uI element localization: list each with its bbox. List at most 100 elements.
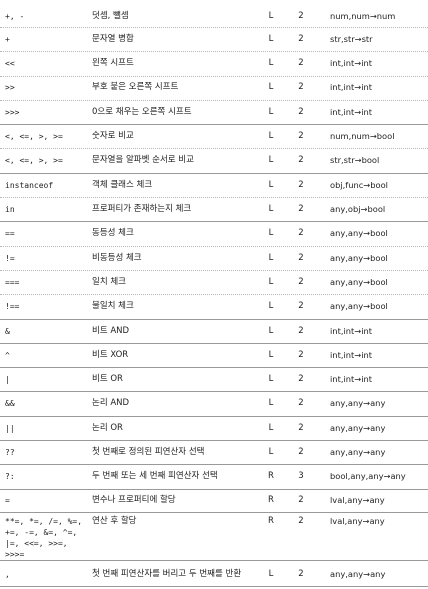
operator-cell: >>	[5, 83, 15, 92]
types-cell: int,int→int	[330, 82, 373, 92]
associativity-cell: L	[268, 204, 274, 214]
operand-count-cell: 2	[298, 398, 304, 408]
description-cell: 비트 XOR	[92, 350, 129, 360]
associativity-cell: L	[268, 326, 274, 336]
associativity-cell: L	[268, 180, 274, 190]
types-cell: any,any→bool	[330, 228, 388, 238]
associativity-cell: L	[268, 82, 274, 92]
associativity-cell: L	[268, 350, 274, 360]
types-cell: int,int→int	[330, 350, 373, 360]
row-divider	[0, 512, 428, 513]
types-cell: num,num→bool	[330, 131, 395, 141]
operand-count-cell: 3	[298, 471, 304, 481]
types-cell: int,int→int	[330, 58, 373, 68]
description-cell: 논리 AND	[92, 398, 130, 408]
operand-count-cell: 2	[298, 253, 304, 263]
operand-count-cell: 2	[298, 569, 304, 579]
row-divider	[0, 76, 428, 77]
row-divider	[0, 343, 428, 344]
operand-count-cell: 2	[298, 301, 304, 311]
types-cell: lval,any→any	[330, 516, 385, 526]
types-cell: obj,func→bool	[330, 180, 388, 190]
description-cell: 동등성 체크	[92, 228, 134, 238]
row-divider	[0, 270, 428, 271]
operator-cell: |	[5, 375, 10, 384]
row-divider	[0, 391, 428, 392]
operand-count-cell: 2	[298, 326, 304, 336]
operand-count-cell: 2	[298, 107, 304, 117]
row-divider	[0, 416, 428, 417]
types-cell: str,str→bool	[330, 155, 380, 165]
operand-count-cell: 2	[298, 180, 304, 190]
operand-count-cell: 2	[298, 204, 304, 214]
types-cell: int,int→int	[330, 107, 373, 117]
description-cell: 비트 OR	[92, 374, 123, 384]
row-divider	[0, 440, 428, 441]
associativity-cell: L	[268, 34, 274, 44]
associativity-cell: L	[268, 228, 274, 238]
row-divider	[0, 246, 428, 247]
types-cell: any,any→any	[330, 398, 386, 408]
row-divider	[0, 100, 428, 101]
types-cell: any,obj→bool	[330, 204, 386, 214]
operand-count-cell: 2	[298, 131, 304, 141]
description-cell: 숫자로 비교	[92, 131, 134, 141]
operator-cell: in	[5, 205, 15, 214]
description-cell: 비트 AND	[92, 326, 130, 336]
row-divider	[0, 319, 428, 320]
operator-cell: ?:	[5, 472, 15, 481]
operator-cell: ||	[5, 424, 15, 433]
row-divider	[0, 27, 428, 28]
operator-cell: >>>	[5, 108, 20, 117]
associativity-cell: R	[268, 495, 274, 505]
operand-count-cell: 2	[298, 374, 304, 384]
description-cell: 문자열을 알파벳 순서로 비교	[92, 155, 194, 165]
associativity-cell: L	[268, 569, 274, 579]
operator-cell: <, <=, >, >=	[5, 132, 63, 141]
row-divider	[0, 464, 428, 465]
operator-cell: &	[5, 327, 10, 336]
description-cell: 연산 후 할당	[92, 516, 137, 526]
description-cell: 왼쪽 시프트	[92, 58, 134, 68]
operand-count-cell: 2	[298, 228, 304, 238]
operator-cell: ===	[5, 278, 20, 287]
types-cell: int,int→int	[330, 374, 373, 384]
associativity-cell: L	[268, 374, 274, 384]
operator-cell: +	[5, 35, 10, 44]
operand-count-cell: 2	[298, 447, 304, 457]
associativity-cell: L	[268, 58, 274, 68]
types-cell: any,any→any	[330, 423, 386, 433]
associativity-cell: L	[268, 423, 274, 433]
row-divider	[0, 197, 428, 198]
description-cell: 0으로 채우는 오른쪽 시프트	[92, 107, 192, 117]
description-cell: 논리 OR	[92, 423, 123, 433]
operand-count-cell: 2	[298, 155, 304, 165]
associativity-cell: L	[268, 11, 274, 21]
row-divider	[0, 586, 428, 587]
types-cell: int,int→int	[330, 326, 373, 336]
associativity-cell: L	[268, 253, 274, 263]
associativity-cell: L	[268, 107, 274, 117]
row-divider	[0, 560, 428, 561]
row-divider	[0, 124, 428, 125]
operand-count-cell: 2	[298, 277, 304, 287]
associativity-cell: L	[268, 131, 274, 141]
associativity-cell: L	[268, 447, 274, 457]
associativity-cell: L	[268, 301, 274, 311]
row-divider	[0, 148, 428, 149]
description-cell: 두 번째 또는 세 번째 피연산자 선택	[92, 471, 218, 481]
description-cell: 비동등성 체크	[92, 253, 142, 263]
associativity-cell: L	[268, 277, 274, 287]
description-cell: 변수나 프로퍼티에 할당	[92, 495, 176, 505]
associativity-cell: L	[268, 155, 274, 165]
operand-count-cell: 2	[298, 423, 304, 433]
operator-cell: ^	[5, 351, 10, 360]
operator-cell: !==	[5, 302, 20, 311]
row-divider	[0, 221, 428, 222]
operator-cell: !=	[5, 254, 15, 263]
operator-cell: <<	[5, 59, 15, 68]
description-cell: 일치 체크	[92, 277, 126, 287]
description-cell: 부호 붙은 오른쪽 시프트	[92, 82, 179, 92]
types-cell: bool,any,any→any	[330, 471, 406, 481]
operator-cell: ,	[5, 570, 10, 579]
